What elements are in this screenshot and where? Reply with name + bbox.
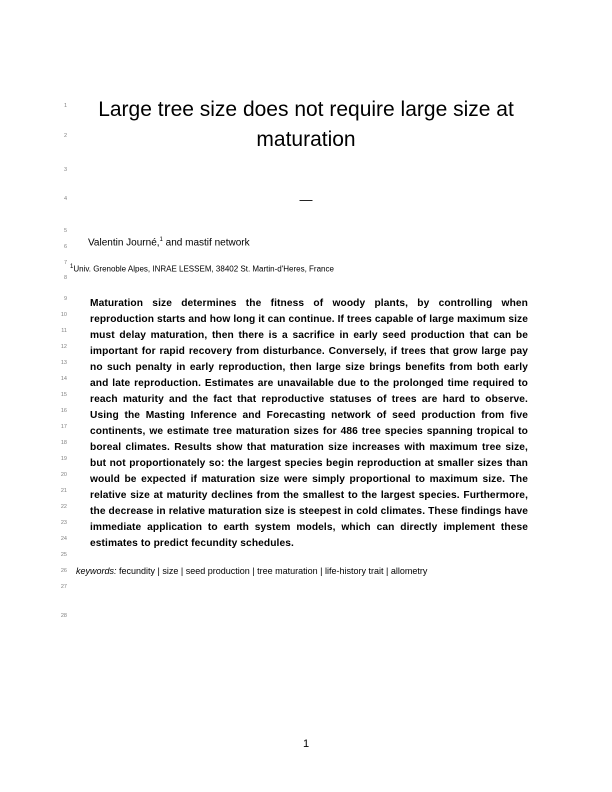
line-number: 7 xyxy=(64,260,67,266)
line-number: 15 xyxy=(61,392,67,398)
line-number: 27 xyxy=(61,584,67,590)
line-number: 13 xyxy=(61,360,67,366)
line-number: 17 xyxy=(61,424,67,430)
line-number: 12 xyxy=(61,344,67,350)
line-number: 1 xyxy=(64,103,67,109)
line-number: 20 xyxy=(61,472,67,478)
line-number: 24 xyxy=(61,536,67,542)
line-number: 21 xyxy=(61,488,67,494)
paper-title: Large tree size does not require large s… xyxy=(70,95,542,156)
line-number: 3 xyxy=(64,167,67,173)
line-number: 19 xyxy=(61,456,67,462)
page-number: 1 xyxy=(0,738,612,750)
line-number: 18 xyxy=(61,440,67,446)
line-number: 6 xyxy=(64,244,67,250)
abstract-text: Maturation size determines the fitness o… xyxy=(70,296,542,552)
line-number: 23 xyxy=(61,520,67,526)
author-tail: and mastif network xyxy=(163,237,250,248)
affiliation-line: 1Univ. Grenoble Alpes, INRAE LESSEM, 384… xyxy=(70,264,542,274)
line-number: 4 xyxy=(64,196,67,202)
line-number: 16 xyxy=(61,408,67,414)
separator-dash: — xyxy=(70,192,542,207)
line-number: 9 xyxy=(64,296,67,302)
line-number: 11 xyxy=(61,328,67,334)
line-number: 2 xyxy=(64,133,67,139)
author-name: Valentin Journé, xyxy=(88,237,160,248)
line-number: 5 xyxy=(64,228,67,234)
keywords-line: keywords: fecundity | size | seed produc… xyxy=(76,566,542,576)
line-number: 22 xyxy=(61,504,67,510)
line-number: 10 xyxy=(61,312,67,318)
affil-text: Univ. Grenoble Alpes, INRAE LESSEM, 3840… xyxy=(73,265,334,274)
keywords-list: fecundity | size | seed production | tre… xyxy=(117,566,428,576)
line-number: 8 xyxy=(64,275,67,281)
line-number: 25 xyxy=(61,552,67,558)
page-container: 1234567891011121314151617181920212223242… xyxy=(0,0,612,792)
authors-line: Valentin Journé,1 and mastif network xyxy=(88,237,542,248)
keywords-label: keywords: xyxy=(76,566,117,576)
line-number: 14 xyxy=(61,376,67,382)
line-number: 28 xyxy=(61,613,67,619)
line-number: 26 xyxy=(61,568,67,574)
